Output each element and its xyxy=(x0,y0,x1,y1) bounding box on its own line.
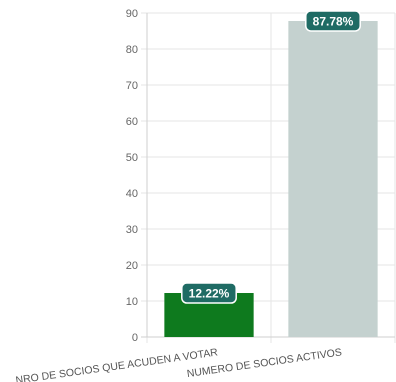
data-label: 87.78% xyxy=(313,14,354,28)
y-tick-label: 0 xyxy=(132,332,138,344)
y-tick-label: 70 xyxy=(126,80,138,92)
data-label-badge xyxy=(181,282,237,304)
bars xyxy=(164,20,378,337)
y-tick-label: 90 xyxy=(126,8,138,20)
y-tick-label: 20 xyxy=(126,260,138,272)
data-label-badge xyxy=(305,10,361,32)
y-tick-label: 30 xyxy=(126,224,138,236)
bar xyxy=(288,20,378,337)
y-tick-label: 50 xyxy=(126,152,138,164)
y-tick-label: 80 xyxy=(126,44,138,56)
y-tick-label: 40 xyxy=(126,188,138,200)
data-label: 12.22% xyxy=(189,287,230,301)
data-labels: 12.22% 87.78% xyxy=(181,10,361,304)
y-tick-label: 60 xyxy=(126,116,138,128)
y-tick-label: 10 xyxy=(126,296,138,308)
